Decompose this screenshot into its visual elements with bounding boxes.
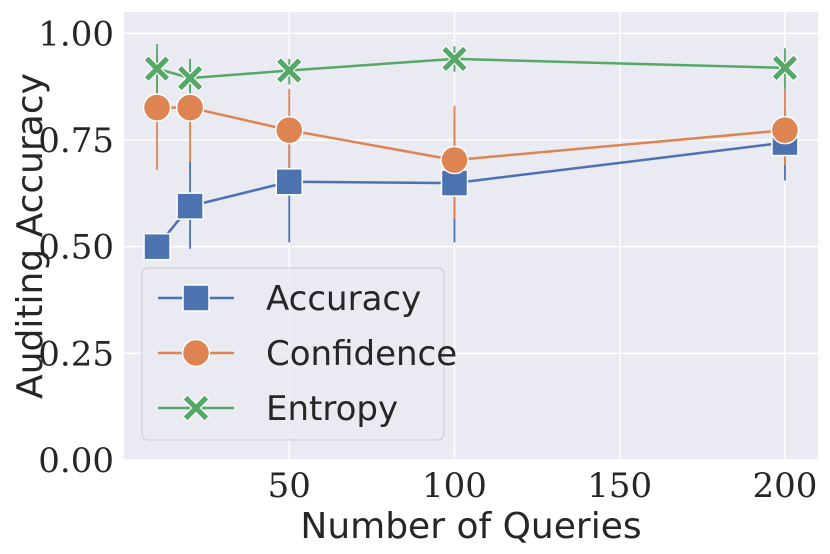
confidence-legend-label: Confidence — [266, 334, 457, 374]
confidence-data-point — [440, 145, 469, 175]
confidence-data-point — [175, 93, 205, 122]
accuracy-data-point — [275, 168, 303, 196]
x-axis-title: Number of Queries — [300, 506, 641, 547]
confidence-data-point — [274, 115, 304, 145]
entropy-data-point — [440, 45, 469, 73]
accuracy-legend-label: Accuracy — [266, 279, 421, 319]
y-tick-label: 0.25 — [38, 334, 114, 374]
accuracy-legend-marker — [182, 284, 210, 312]
entropy-data-point — [143, 54, 171, 83]
y-tick-label: 0.00 — [38, 441, 114, 481]
legend: Accuracy Confidence Entropy — [141, 267, 457, 441]
x-tick-label: 150 — [587, 466, 652, 506]
entropy-data-point — [771, 54, 799, 82]
accuracy-data-point — [143, 232, 171, 261]
x-tick-label: 100 — [422, 466, 487, 506]
tick-labels: 0.00 0.25 0.50 0.75 1.00 50 100 150 200 — [38, 14, 817, 506]
confidence-data-point — [142, 93, 172, 122]
confidence-legend-marker — [181, 338, 211, 368]
series-markers — [142, 45, 800, 261]
x-tick-label: 200 — [752, 466, 817, 506]
y-tick-label: 0.75 — [38, 121, 114, 161]
accuracy-data-point — [176, 192, 204, 220]
confidence-data-point — [770, 115, 800, 145]
entropy-data-point — [176, 64, 204, 92]
entropy-legend-label: Entropy — [266, 389, 398, 429]
entropy-legend-marker — [182, 394, 210, 422]
x-tick-label: 50 — [268, 466, 311, 506]
legend-box — [141, 267, 445, 441]
y-tick-label: 0.50 — [38, 228, 114, 268]
y-tick-label: 1.00 — [38, 14, 114, 54]
entropy-data-point — [275, 56, 304, 85]
y-axis-title: Auditing Accuracy — [10, 73, 51, 399]
